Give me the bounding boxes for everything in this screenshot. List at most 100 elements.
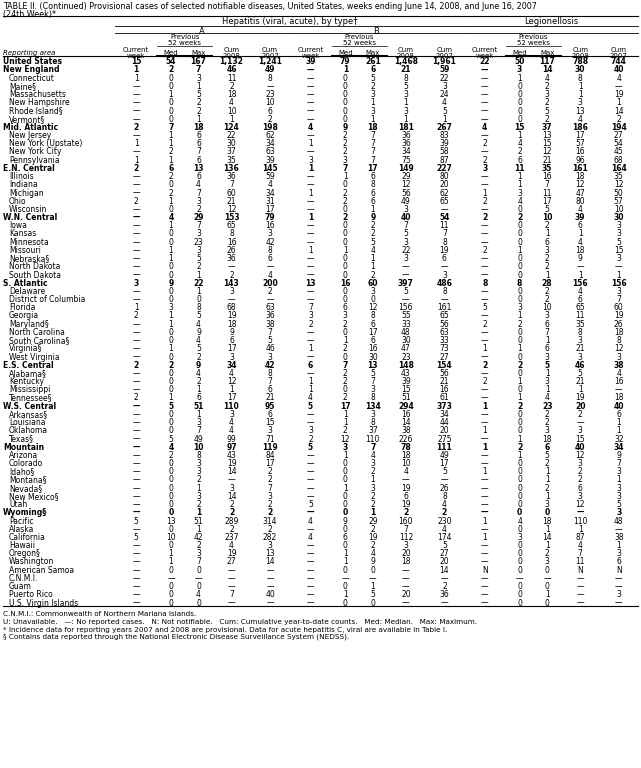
- Text: 1: 1: [343, 484, 347, 493]
- Text: 48: 48: [614, 517, 624, 525]
- Text: 2: 2: [169, 172, 173, 181]
- Text: N: N: [482, 566, 488, 574]
- Text: 1,468: 1,468: [394, 58, 418, 66]
- Text: —: —: [306, 451, 314, 460]
- Text: 1,961: 1,961: [433, 58, 456, 66]
- Text: —: —: [266, 574, 274, 583]
- Text: 186: 186: [572, 123, 588, 132]
- Text: 1: 1: [343, 410, 347, 419]
- Text: 8: 8: [517, 279, 522, 288]
- Text: 14: 14: [265, 558, 275, 567]
- Text: 0: 0: [169, 377, 174, 386]
- Text: 14: 14: [614, 107, 624, 115]
- Text: 2: 2: [268, 525, 272, 534]
- Text: 17: 17: [227, 393, 237, 402]
- Text: 161: 161: [572, 164, 588, 173]
- Text: 0: 0: [343, 353, 347, 362]
- Text: 65: 65: [440, 312, 449, 320]
- Text: American Samoa: American Samoa: [9, 566, 74, 574]
- Text: Missouri: Missouri: [9, 246, 41, 255]
- Text: Max: Max: [365, 50, 380, 56]
- Text: 50: 50: [515, 58, 525, 66]
- Text: Nevada§: Nevada§: [9, 484, 42, 493]
- Text: 0: 0: [517, 459, 522, 468]
- Text: 1: 1: [578, 82, 583, 91]
- Text: 1: 1: [517, 393, 522, 402]
- Text: 3: 3: [370, 386, 375, 394]
- Text: 30: 30: [227, 139, 237, 148]
- Text: 0: 0: [169, 582, 174, 591]
- Text: 1: 1: [133, 65, 138, 74]
- Text: 1: 1: [482, 442, 487, 452]
- Text: Previous: Previous: [170, 34, 199, 40]
- Text: 2: 2: [268, 475, 272, 485]
- Text: —: —: [306, 287, 314, 296]
- Text: 2: 2: [343, 213, 348, 222]
- Text: 3: 3: [578, 426, 583, 435]
- Text: 6: 6: [616, 558, 621, 567]
- Text: 30: 30: [368, 353, 378, 362]
- Text: 12: 12: [576, 500, 585, 509]
- Text: 3: 3: [229, 410, 234, 419]
- Text: 34: 34: [265, 188, 275, 197]
- Text: 2: 2: [617, 114, 621, 124]
- Text: 0: 0: [169, 230, 174, 239]
- Text: —: —: [576, 508, 584, 518]
- Text: 13: 13: [367, 361, 378, 369]
- Text: 0: 0: [545, 566, 549, 574]
- Text: Alaska: Alaska: [9, 525, 35, 534]
- Text: 2: 2: [545, 221, 549, 230]
- Text: 5: 5: [403, 82, 408, 91]
- Text: 5: 5: [403, 287, 408, 296]
- Text: 7: 7: [370, 147, 375, 157]
- Text: 8: 8: [370, 180, 375, 189]
- Text: —: —: [481, 180, 488, 189]
- Text: 6: 6: [370, 65, 376, 74]
- Text: 2: 2: [517, 442, 522, 452]
- Text: —: —: [576, 263, 584, 271]
- Text: 2: 2: [545, 82, 549, 91]
- Text: N: N: [616, 566, 622, 574]
- Text: 148: 148: [398, 361, 414, 369]
- Text: 6: 6: [578, 484, 583, 493]
- Text: 2: 2: [370, 270, 375, 280]
- Text: 0: 0: [517, 336, 522, 345]
- Text: 1: 1: [308, 188, 313, 197]
- Text: 0: 0: [517, 114, 522, 124]
- Text: 0: 0: [517, 287, 522, 296]
- Text: 0: 0: [517, 426, 522, 435]
- Text: 227: 227: [437, 164, 453, 173]
- Text: —: —: [132, 410, 140, 419]
- Text: 3: 3: [370, 287, 375, 296]
- Text: 36: 36: [440, 591, 449, 599]
- Text: 2007: 2007: [261, 53, 279, 59]
- Text: N: N: [578, 566, 583, 574]
- Text: 34: 34: [226, 361, 237, 369]
- Text: 4: 4: [578, 541, 583, 550]
- Text: —: —: [132, 90, 140, 99]
- Text: 1: 1: [483, 188, 487, 197]
- Text: 16: 16: [440, 386, 449, 394]
- Text: 1: 1: [517, 172, 522, 181]
- Text: —: —: [132, 598, 140, 607]
- Text: 1: 1: [196, 114, 201, 124]
- Text: 34: 34: [440, 410, 449, 419]
- Text: 2: 2: [483, 139, 487, 148]
- Text: —: —: [306, 549, 314, 558]
- Text: 35: 35: [542, 164, 553, 173]
- Text: 1: 1: [169, 246, 173, 255]
- Text: 0: 0: [545, 582, 549, 591]
- Text: —: —: [132, 107, 140, 115]
- Text: 36: 36: [401, 139, 411, 148]
- Text: —: —: [306, 238, 314, 247]
- Text: 2: 2: [268, 500, 272, 509]
- Text: 12: 12: [340, 435, 350, 443]
- Text: —: —: [195, 574, 203, 583]
- Text: 17: 17: [265, 205, 275, 214]
- Text: 4: 4: [578, 287, 583, 296]
- Text: —: —: [306, 270, 314, 280]
- Text: 1: 1: [517, 451, 522, 460]
- Text: 153: 153: [224, 213, 239, 222]
- Text: 2: 2: [196, 107, 201, 115]
- Text: 6: 6: [442, 254, 447, 263]
